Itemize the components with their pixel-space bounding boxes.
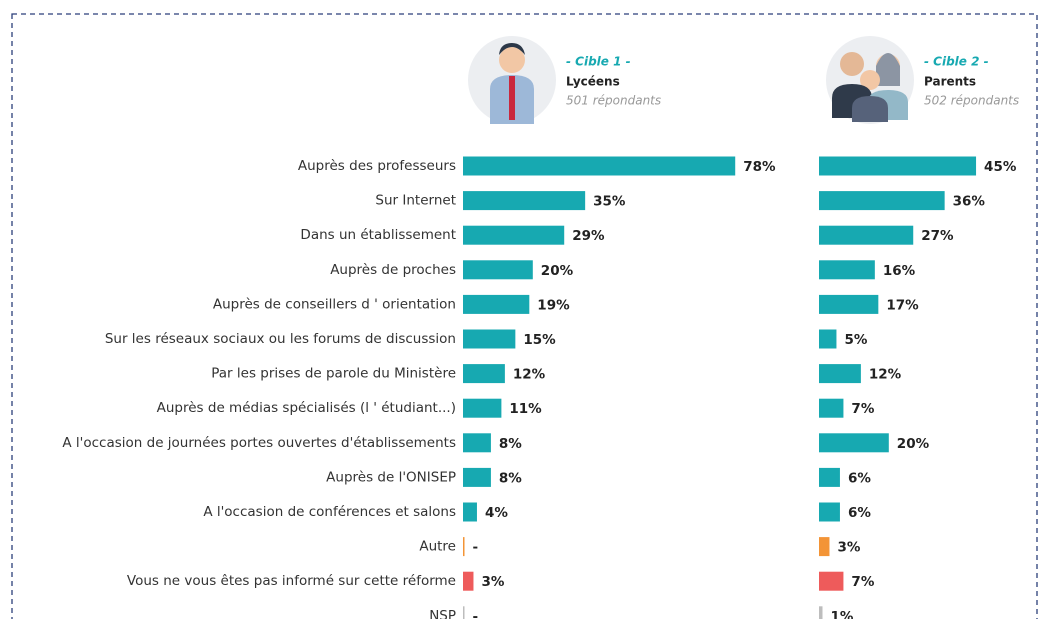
bar [463, 398, 502, 418]
value-label: 8% [499, 436, 522, 452]
category-label: Auprès des professeurs [298, 158, 456, 174]
value-label: 17% [886, 297, 919, 313]
value-label: 7% [851, 574, 874, 590]
bar [463, 537, 465, 557]
icon-parents [826, 36, 914, 124]
value-label: 20% [541, 263, 574, 279]
value-label: 7% [851, 401, 874, 417]
bar [463, 156, 736, 176]
value-label: 15% [523, 332, 556, 348]
category-label: Dans un établissement [300, 227, 456, 243]
bar [819, 225, 914, 245]
bar [463, 467, 491, 487]
value-label: 35% [593, 194, 626, 210]
value-label: 6% [848, 470, 871, 486]
bar [463, 260, 533, 280]
value-label: - [473, 609, 479, 619]
value-label: 6% [848, 505, 871, 521]
category-label: Auprès de proches [330, 262, 456, 278]
value-label: 36% [953, 194, 986, 210]
bar [819, 156, 977, 176]
value-label: 29% [572, 228, 605, 244]
series-note: 501 répondants [566, 94, 661, 108]
bar [819, 364, 861, 384]
bar [463, 225, 565, 245]
series-note: 502 répondants [924, 94, 1019, 108]
bar [819, 606, 823, 619]
series-label: - Cible 2 - [924, 55, 989, 69]
category-label: Sur les réseaux sociaux ou les forums de… [105, 331, 456, 347]
bar [463, 433, 491, 453]
value-label: 16% [883, 263, 916, 279]
value-label: 20% [897, 436, 930, 452]
bar [463, 294, 530, 314]
value-label: 8% [499, 470, 522, 486]
value-label: - [473, 540, 479, 556]
bar [819, 502, 840, 522]
bar [819, 294, 879, 314]
value-label: 78% [743, 159, 776, 175]
bar [819, 571, 844, 591]
bar [819, 398, 844, 418]
bar [819, 433, 889, 453]
bar [819, 467, 840, 487]
category-label: A l'occasion de conférences et salons [203, 504, 456, 520]
value-label: 1% [830, 609, 853, 619]
series-name: Lycéens [566, 75, 620, 89]
bar [819, 537, 830, 557]
bar [463, 571, 474, 591]
bar [463, 191, 586, 211]
series-name: Parents [924, 75, 976, 89]
icon-lyceens [468, 36, 556, 124]
value-label: 12% [513, 367, 546, 383]
category-label: Auprès de conseillers d ' orientation [213, 296, 456, 312]
value-label: 19% [537, 297, 570, 313]
bar [463, 502, 477, 522]
category-label: Auprès de l'ONISEP [326, 469, 456, 485]
bar [819, 191, 945, 211]
frame [11, 13, 1038, 619]
category-label: Sur Internet [375, 193, 456, 209]
category-label: Par les prises de parole du Ministère [211, 366, 456, 382]
bar [463, 606, 465, 619]
value-label: 5% [844, 332, 867, 348]
category-label: Autre [419, 539, 456, 555]
bar [819, 329, 837, 349]
series-label: - Cible 1 - [566, 55, 631, 69]
bar [819, 260, 875, 280]
bar [463, 329, 516, 349]
value-label: 3% [837, 540, 860, 556]
value-label: 12% [869, 367, 902, 383]
value-label: 11% [509, 401, 542, 417]
bar [463, 364, 505, 384]
category-label: A l'occasion de journées portes ouvertes… [62, 435, 456, 451]
category-label: Vous ne vous êtes pas informé sur cette … [127, 573, 456, 589]
value-label: 3% [481, 574, 504, 590]
category-label: NSP [429, 608, 456, 619]
value-label: 27% [921, 228, 954, 244]
category-label: Auprès de médias spécialisés (l ' étudia… [157, 400, 456, 416]
value-label: 4% [485, 505, 508, 521]
value-label: 45% [984, 159, 1017, 175]
